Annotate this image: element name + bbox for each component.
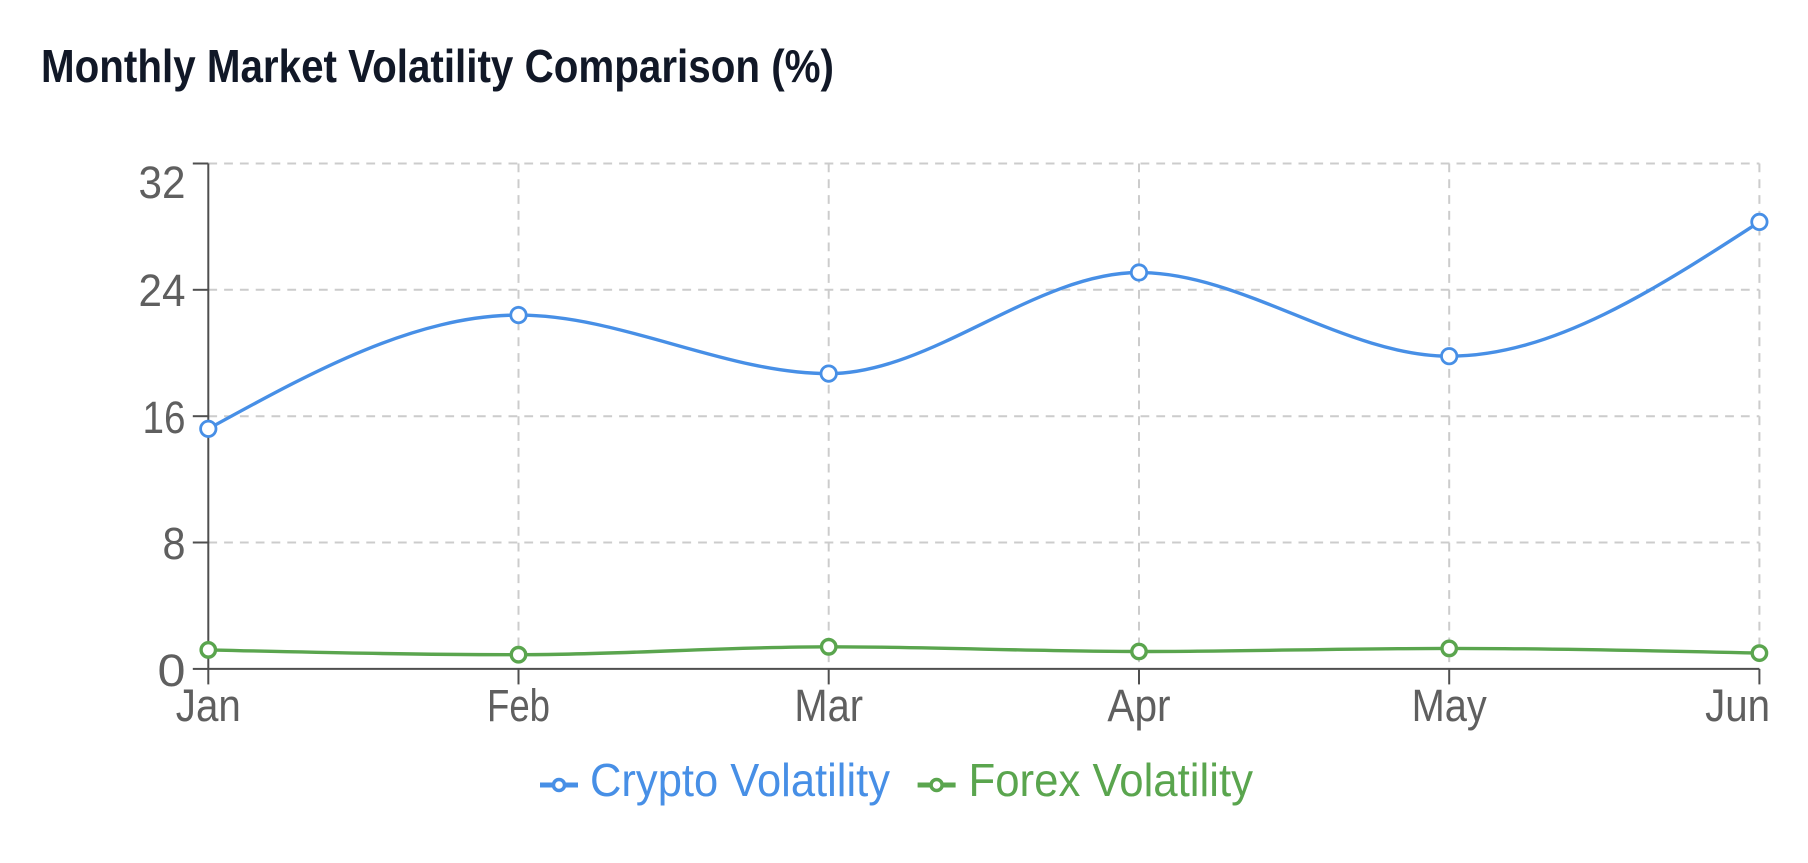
svg-text:32: 32 xyxy=(139,157,186,208)
svg-text:Apr: Apr xyxy=(1107,680,1170,731)
svg-text:Mar: Mar xyxy=(794,680,863,731)
svg-text:0: 0 xyxy=(158,645,186,696)
svg-text:24: 24 xyxy=(139,265,186,316)
svg-text:Forex Volatility: Forex Volatility xyxy=(969,754,1254,806)
svg-text:Jan: Jan xyxy=(176,680,241,731)
svg-text:Monthly Market Volatility Comp: Monthly Market Volatility Comparison (%) xyxy=(41,40,834,92)
svg-text:Crypto Volatility: Crypto Volatility xyxy=(590,754,890,806)
svg-text:16: 16 xyxy=(143,392,186,443)
svg-text:Feb: Feb xyxy=(487,680,550,731)
svg-text:May: May xyxy=(1412,680,1487,731)
svg-text:Jun: Jun xyxy=(1705,680,1770,731)
svg-text:8: 8 xyxy=(163,518,186,569)
